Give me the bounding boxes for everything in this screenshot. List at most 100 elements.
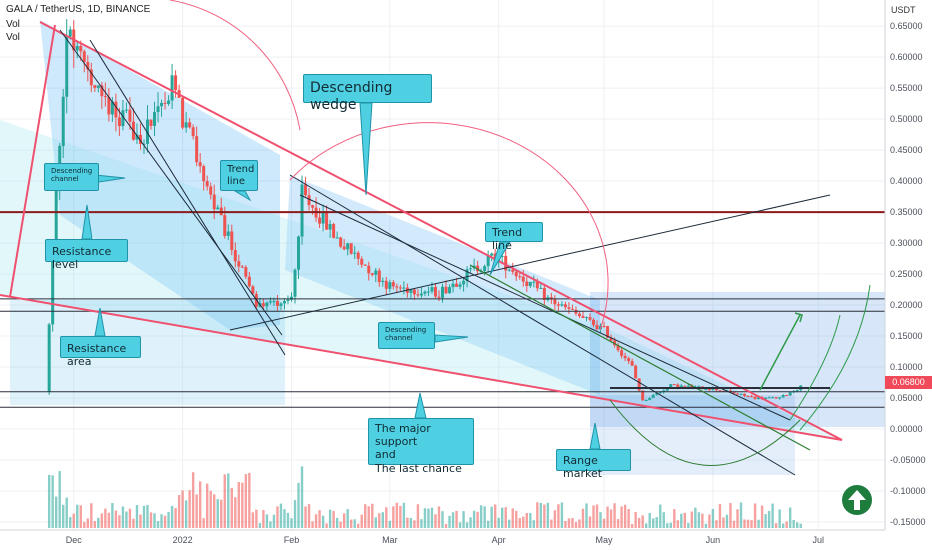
- volume-bar: [423, 508, 427, 528]
- candle-body: [163, 102, 167, 104]
- volume-bar: [198, 481, 202, 528]
- volume-bar: [114, 510, 118, 528]
- candle-body: [318, 217, 322, 224]
- volume-bar: [546, 502, 550, 528]
- major-support-label[interactable]: The major support and The last chance: [368, 418, 474, 475]
- volume-bar: [764, 514, 767, 528]
- volume-bar: [515, 510, 518, 528]
- descending-channel-label-2[interactable]: Descending channel: [378, 322, 435, 349]
- candle-body: [507, 269, 511, 271]
- volume-bar: [283, 509, 286, 528]
- volume-bar: [47, 474, 51, 528]
- volume-bar: [160, 514, 163, 528]
- descending-wedge-label[interactable]: Descending wedge: [303, 74, 432, 113]
- candle-body: [686, 385, 690, 387]
- candle-body: [335, 237, 339, 239]
- candle-body: [304, 184, 308, 196]
- up-arrow-icon[interactable]: [842, 485, 872, 515]
- volume-label-1: Vol: [6, 19, 20, 30]
- volume-bar: [676, 520, 679, 528]
- volume-bar: [644, 523, 648, 528]
- green-trend-line: [469, 264, 811, 451]
- candle-body: [61, 96, 65, 146]
- volume-bar: [251, 512, 255, 528]
- candle-body: [476, 265, 480, 272]
- volume-bar: [767, 510, 771, 528]
- candle-body: [402, 287, 406, 289]
- volume-bar: [441, 511, 444, 528]
- trend-line-label-2[interactable]: Trend line: [485, 222, 543, 252]
- volume-bar: [511, 508, 514, 528]
- range-market-label[interactable]: Range market: [556, 449, 631, 480]
- wedge-lower-line: [0, 294, 843, 441]
- volume-bar: [613, 503, 616, 528]
- descending-channel-label-1[interactable]: Descending channel: [44, 163, 99, 191]
- volume-bar: [184, 500, 188, 528]
- candle-body: [746, 395, 750, 397]
- candle-body: [595, 324, 599, 330]
- candle-body: [388, 282, 392, 289]
- candle-body: [602, 325, 606, 327]
- volume-bar: [349, 519, 353, 528]
- volume-bar: [669, 522, 672, 528]
- volume-bar: [328, 509, 332, 528]
- candle-body: [753, 396, 757, 400]
- candle-body: [391, 282, 395, 287]
- volume-bar: [687, 522, 690, 528]
- volume-label-2: Vol: [6, 32, 20, 43]
- y-tick-label-9: 0.20000: [890, 300, 923, 310]
- volume-bar: [276, 506, 279, 528]
- volume-bar: [729, 503, 732, 528]
- volume-bar: [743, 519, 746, 528]
- volume-bar: [774, 523, 778, 528]
- trend-line-label-1[interactable]: Trend line: [220, 160, 258, 191]
- resistance-area-label[interactable]: Resistance area: [60, 336, 141, 368]
- candle-body: [398, 287, 402, 289]
- volume-bar: [564, 521, 567, 528]
- volume-bar: [704, 523, 708, 528]
- volume-bar: [128, 508, 132, 528]
- volume-bar: [483, 506, 486, 528]
- volume-bar: [750, 520, 753, 528]
- resistance-level-label[interactable]: Resistance level: [45, 239, 128, 271]
- projection-arrow-1: [759, 314, 801, 391]
- volume-bar: [694, 507, 697, 528]
- wedge-fill: [0, 120, 842, 440]
- candle-body: [230, 231, 234, 251]
- volume-bar: [574, 522, 578, 528]
- candle-body: [223, 215, 227, 236]
- volume-bar: [262, 509, 265, 528]
- volume-bar: [293, 500, 297, 528]
- price-axis: 0.65000 0.60000 0.55000 0.50000 0.45000 0.400…: [884, 0, 932, 550]
- candle-body: [117, 117, 121, 127]
- y-tick-label-1: 0.60000: [890, 52, 923, 62]
- volume-bar: [378, 513, 381, 528]
- volume-bar: [458, 522, 462, 528]
- candle-body: [697, 386, 701, 388]
- volume-bar: [90, 503, 93, 528]
- currency-label: USDT: [891, 5, 916, 15]
- candle-body: [535, 281, 539, 289]
- y-tick-label-12: 0.05000: [890, 393, 923, 403]
- candle-body: [279, 303, 283, 306]
- candle-body: [160, 102, 164, 107]
- candle-body: [465, 269, 469, 281]
- candle-body: [430, 287, 434, 292]
- volume-bar: [616, 519, 620, 528]
- volume-bar: [195, 494, 198, 528]
- candle-body: [412, 289, 416, 295]
- y-tick-label-3: 0.50000: [890, 114, 923, 124]
- volume-bar: [314, 514, 318, 528]
- candle-body: [462, 280, 466, 285]
- candle-body: [86, 62, 90, 70]
- volume-bar: [286, 512, 290, 528]
- candle-body: [128, 109, 132, 122]
- candle-body: [328, 224, 332, 230]
- candle-body: [511, 269, 515, 272]
- volume-bar: [620, 506, 623, 528]
- volume-bar: [606, 506, 609, 528]
- current-price-tag: 0.06800: [885, 376, 932, 389]
- volume-bar: [76, 504, 79, 528]
- volume-bar: [760, 505, 764, 528]
